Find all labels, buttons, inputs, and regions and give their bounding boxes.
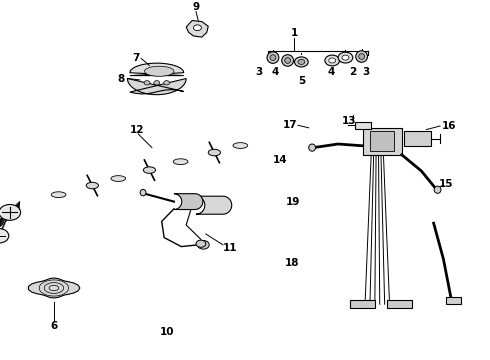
Text: 14: 14 <box>272 155 287 165</box>
Ellipse shape <box>111 176 125 181</box>
Ellipse shape <box>145 66 174 76</box>
Text: 19: 19 <box>286 197 300 207</box>
Polygon shape <box>186 21 208 37</box>
Text: 4: 4 <box>327 67 335 77</box>
Text: 18: 18 <box>284 258 299 268</box>
Circle shape <box>325 55 340 66</box>
Circle shape <box>164 81 170 85</box>
Polygon shape <box>446 297 461 304</box>
Circle shape <box>338 52 353 63</box>
Bar <box>370 131 394 151</box>
Ellipse shape <box>282 55 294 66</box>
Text: 3: 3 <box>363 67 370 77</box>
Text: 4: 4 <box>272 67 279 77</box>
Text: 13: 13 <box>342 116 357 126</box>
Text: 16: 16 <box>442 121 457 131</box>
Circle shape <box>294 57 308 67</box>
Ellipse shape <box>86 182 98 189</box>
Ellipse shape <box>233 143 247 148</box>
Ellipse shape <box>143 167 156 174</box>
Polygon shape <box>196 196 232 214</box>
Text: 12: 12 <box>130 125 145 135</box>
Polygon shape <box>174 194 203 210</box>
Bar <box>404 131 431 146</box>
Circle shape <box>298 59 305 64</box>
Text: 2: 2 <box>349 67 356 77</box>
Bar <box>279 115 475 315</box>
Text: 7: 7 <box>132 53 140 63</box>
Polygon shape <box>19 131 281 206</box>
Text: 10: 10 <box>159 327 174 337</box>
Ellipse shape <box>208 149 220 156</box>
Text: 3: 3 <box>255 67 262 77</box>
Ellipse shape <box>51 192 66 198</box>
Ellipse shape <box>434 186 441 193</box>
Ellipse shape <box>140 189 146 196</box>
Circle shape <box>329 58 336 63</box>
Bar <box>122 139 240 315</box>
Bar <box>350 300 375 308</box>
Ellipse shape <box>356 51 368 62</box>
Bar <box>363 128 402 155</box>
Text: 8: 8 <box>118 74 125 84</box>
Text: 1: 1 <box>291 28 297 38</box>
Ellipse shape <box>309 144 316 151</box>
Bar <box>387 300 412 308</box>
Text: 17: 17 <box>283 120 298 130</box>
Ellipse shape <box>267 52 279 63</box>
Text: 15: 15 <box>439 179 453 189</box>
Ellipse shape <box>173 159 188 165</box>
Circle shape <box>194 25 201 31</box>
Circle shape <box>342 55 349 60</box>
Polygon shape <box>130 63 184 76</box>
Text: 6: 6 <box>50 321 57 331</box>
Circle shape <box>197 240 209 249</box>
Text: 5: 5 <box>298 76 305 86</box>
Ellipse shape <box>359 54 365 59</box>
Circle shape <box>144 81 150 85</box>
Ellipse shape <box>285 58 291 63</box>
Polygon shape <box>28 278 80 298</box>
Bar <box>355 122 371 129</box>
Circle shape <box>154 81 160 85</box>
Circle shape <box>0 229 9 243</box>
Text: 9: 9 <box>193 1 199 12</box>
Ellipse shape <box>270 55 276 60</box>
Circle shape <box>0 204 21 220</box>
Circle shape <box>196 240 206 247</box>
Polygon shape <box>127 78 186 95</box>
Text: 11: 11 <box>223 243 238 253</box>
